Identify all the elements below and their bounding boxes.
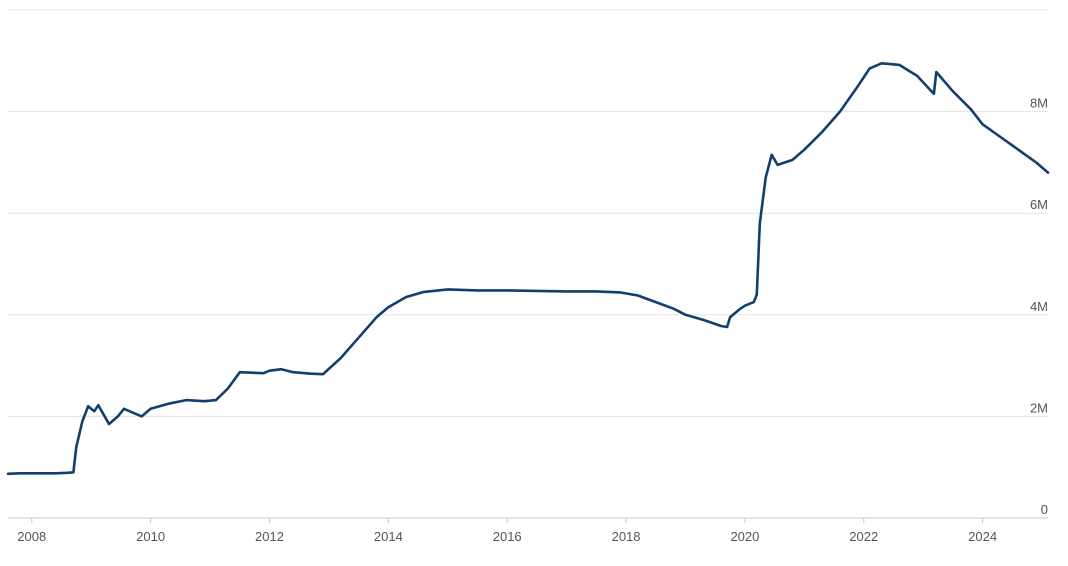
y-tick-label: 8M — [1030, 96, 1048, 111]
x-tick-label: 2010 — [136, 529, 165, 544]
x-tick-label: 2022 — [849, 529, 878, 544]
y-tick-label: 2M — [1030, 400, 1048, 415]
x-axis — [8, 517, 1048, 523]
x-tick-label: 2016 — [493, 529, 522, 544]
grid-lines — [8, 9, 1048, 417]
x-tick-label: 2012 — [255, 529, 284, 544]
y-tick-label: 6M — [1030, 197, 1048, 212]
x-tick-label: 2024 — [968, 529, 997, 544]
x-tick-label: 2020 — [730, 529, 759, 544]
x-tick-labels: 2008 2010 2012 2014 2016 2018 2020 2022 2024 — [17, 529, 997, 544]
series-line — [6, 62, 1050, 476]
x-tick-label: 2018 — [612, 529, 641, 544]
y-tick-label: 4M — [1030, 299, 1048, 314]
series-layer — [6, 62, 1050, 476]
y-tick-label: 0 — [1041, 502, 1048, 517]
x-tick-label: 2014 — [374, 529, 403, 544]
y-tick-labels: 0 2M 4M 6M 8M — [1030, 96, 1048, 517]
x-tick-label: 2008 — [17, 529, 46, 544]
